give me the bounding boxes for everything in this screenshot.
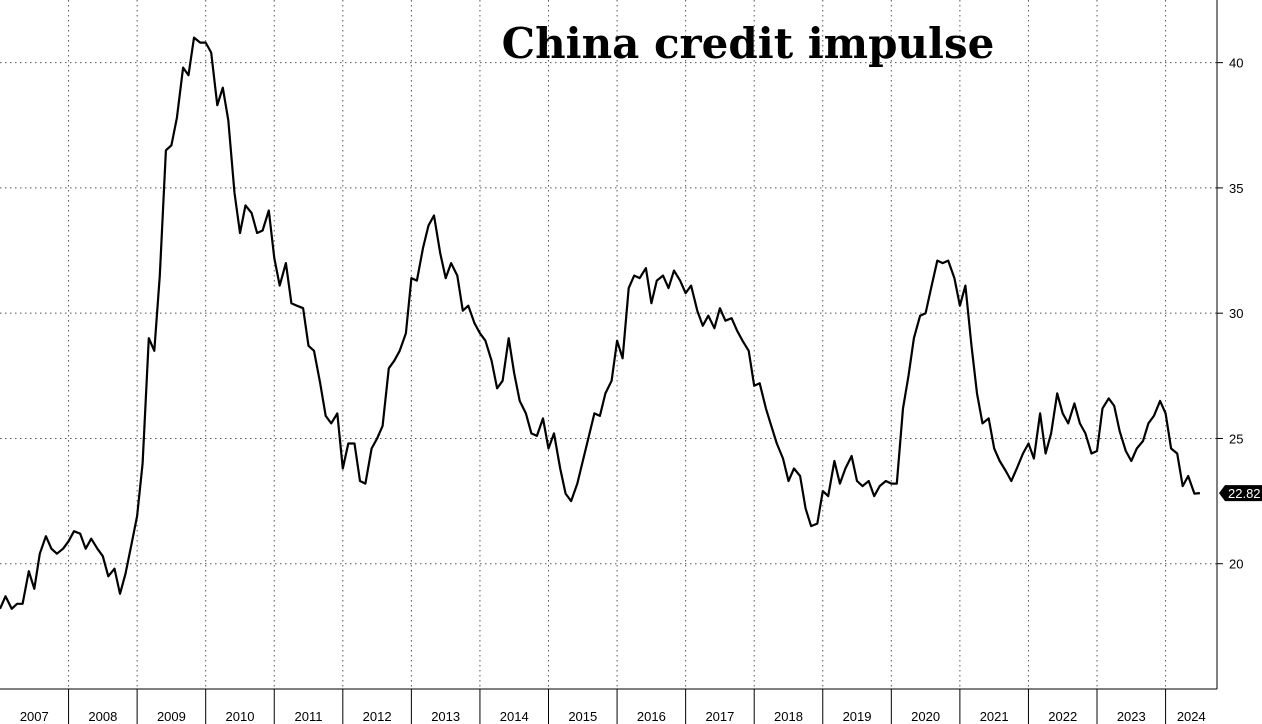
x-tick-label: 2018 [774, 709, 803, 724]
x-tick-label: 2019 [843, 709, 872, 724]
y-tick-label: 20 [1229, 557, 1243, 572]
x-tick-label: 2022 [1048, 709, 1077, 724]
x-tick-label: 2013 [431, 709, 460, 724]
x-tick-label: 2020 [911, 709, 940, 724]
chart-title: China credit impulse [502, 19, 995, 68]
x-tick-label: 2011 [295, 709, 323, 724]
last-value-badge [1219, 485, 1262, 502]
x-tick-label: 2024 [1177, 709, 1206, 724]
x-tick-label: 2016 [637, 709, 666, 724]
x-tick-label: 2023 [1117, 709, 1146, 724]
y-axis-ticks: 20 25 30 35 40 [1217, 56, 1243, 572]
x-tick-label: 2021 [980, 709, 1009, 724]
x-tick-label: 2015 [568, 709, 597, 724]
y-tick-label: 25 [1229, 431, 1243, 446]
y-tick-label: 30 [1229, 306, 1243, 321]
y-tick-label: 40 [1229, 56, 1243, 71]
last-value-label: 22.82 [1228, 486, 1261, 501]
x-tick-label: 2017 [705, 709, 734, 724]
x-tick-label: 2014 [500, 709, 529, 724]
y-tick-label: 35 [1229, 181, 1243, 196]
x-tick-label: 2008 [88, 709, 117, 724]
x-tick-label: 2012 [363, 709, 392, 724]
x-tick-label: 2010 [226, 709, 255, 724]
x-tick-label: 2007 [20, 709, 49, 724]
last-value-marker: 22.82 [1219, 485, 1262, 502]
x-axis-ticks: 2007 2008 2009 2010 2011 2012 2013 2014 2015 2016… [20, 689, 1206, 724]
credit-impulse-line [0, 36, 1200, 610]
x-tick-label: 2009 [157, 709, 186, 724]
